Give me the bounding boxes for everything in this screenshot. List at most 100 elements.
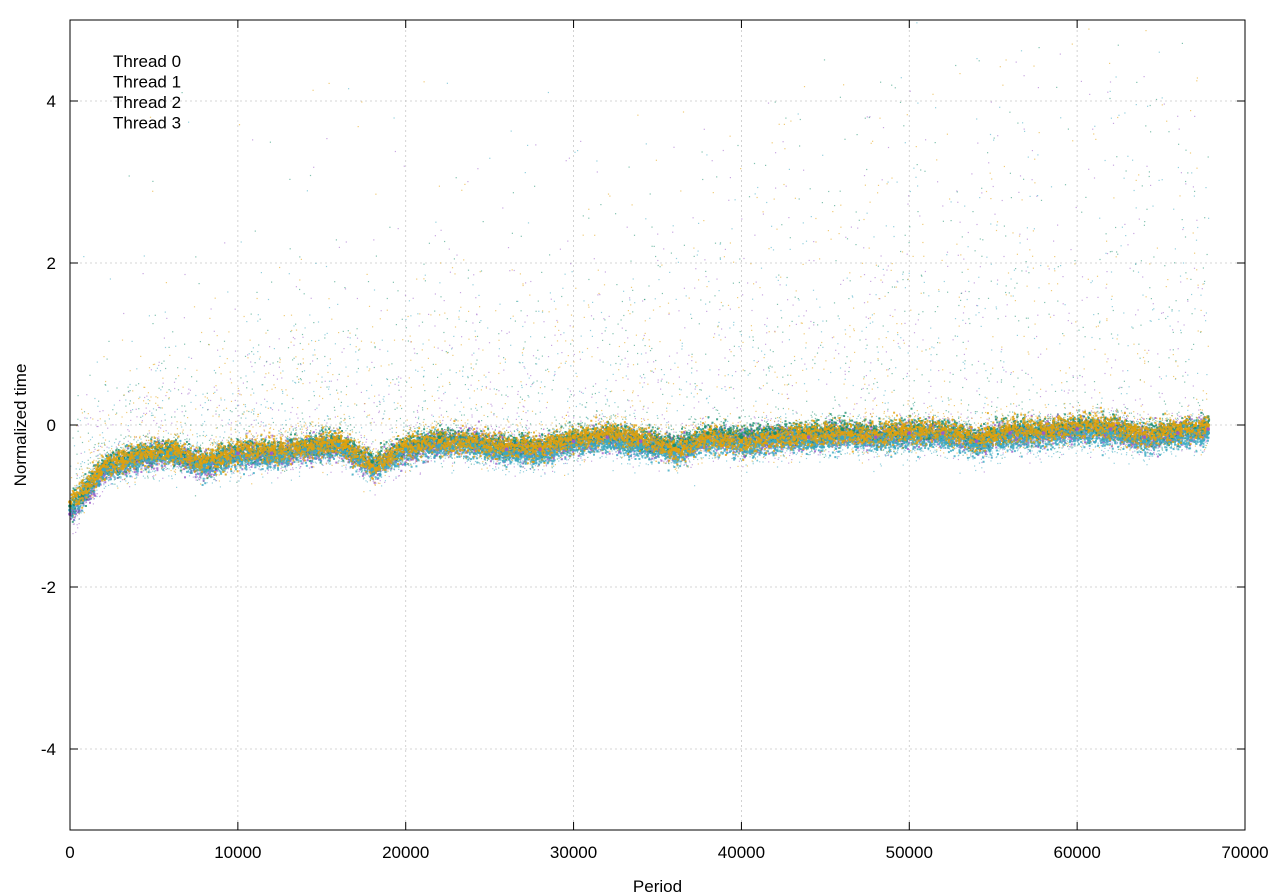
noise-point — [803, 315, 805, 317]
noise-point — [434, 447, 436, 449]
noise-point — [1180, 172, 1182, 174]
noise-point — [848, 366, 850, 368]
noise-point — [681, 422, 683, 425]
noise-point — [694, 388, 696, 390]
noise-point — [1093, 177, 1096, 179]
noise-point — [1002, 366, 1004, 368]
noise-point — [196, 449, 198, 451]
noise-point — [887, 265, 889, 267]
noise-point — [156, 422, 158, 424]
noise-point — [1072, 406, 1074, 408]
noise-point — [728, 426, 731, 428]
noise-point — [661, 378, 663, 380]
noise-point — [459, 292, 462, 294]
noise-point — [217, 349, 219, 351]
noise-point — [292, 336, 294, 339]
noise-point — [155, 467, 157, 469]
noise-point — [853, 408, 855, 410]
noise-point — [773, 443, 775, 445]
noise-point — [480, 433, 482, 435]
noise-point — [1194, 115, 1196, 117]
noise-point — [1124, 223, 1126, 225]
noise-point — [735, 371, 737, 373]
noise-point — [255, 402, 258, 404]
noise-point — [591, 396, 593, 398]
noise-point — [255, 432, 257, 434]
noise-point — [1119, 420, 1121, 422]
noise-point — [1180, 281, 1182, 283]
noise-point — [1090, 410, 1093, 412]
noise-point — [374, 494, 376, 496]
noise-point — [199, 476, 202, 479]
noise-point — [836, 446, 838, 448]
noise-point — [416, 422, 418, 424]
noise-point — [123, 312, 125, 315]
noise-point — [702, 417, 704, 419]
noise-point — [307, 458, 309, 460]
noise-point — [865, 316, 867, 318]
noise-point — [418, 405, 420, 407]
noise-point — [867, 317, 870, 320]
noise-point — [101, 491, 104, 493]
noise-point — [428, 426, 430, 428]
noise-point — [280, 472, 282, 474]
noise-point — [725, 423, 727, 425]
noise-point — [597, 449, 599, 451]
noise-point — [684, 327, 686, 329]
noise-point — [693, 427, 695, 429]
noise-point — [1132, 451, 1134, 453]
noise-point — [1023, 128, 1025, 130]
noise-point — [894, 309, 896, 311]
noise-point — [1201, 415, 1203, 417]
noise-point — [1011, 422, 1013, 424]
noise-point — [1186, 448, 1188, 450]
noise-point — [658, 470, 660, 472]
noise-point — [165, 430, 167, 432]
noise-point — [657, 379, 659, 381]
noise-point — [604, 395, 606, 397]
noise-point — [378, 410, 380, 412]
noise-point — [695, 426, 697, 428]
noise-point — [228, 424, 230, 426]
noise-point — [152, 476, 154, 478]
noise-point — [1072, 375, 1074, 377]
noise-point — [701, 382, 703, 384]
noise-point — [965, 378, 968, 381]
noise-point — [188, 392, 190, 394]
noise-point — [688, 354, 690, 356]
noise-point — [141, 420, 143, 422]
noise-point — [1173, 419, 1175, 421]
noise-point — [440, 453, 442, 455]
noise-point — [792, 453, 794, 455]
noise-point — [371, 361, 373, 363]
noise-point — [852, 421, 855, 423]
noise-point — [363, 444, 366, 446]
noise-point — [933, 418, 935, 420]
noise-point — [384, 451, 386, 453]
noise-point — [711, 160, 713, 162]
noise-point — [1001, 348, 1003, 351]
noise-point — [338, 456, 340, 459]
noise-point — [336, 379, 339, 381]
noise-point — [238, 470, 241, 472]
noise-point — [1075, 206, 1077, 209]
noise-point — [1105, 287, 1107, 289]
noise-point — [663, 460, 665, 462]
noise-point — [838, 353, 840, 355]
noise-point — [107, 478, 109, 480]
noise-point — [93, 495, 95, 497]
noise-point — [885, 351, 887, 353]
noise-point — [295, 286, 297, 288]
noise-point — [190, 357, 193, 359]
noise-point — [1034, 439, 1036, 441]
noise-point — [389, 428, 391, 430]
noise-point — [604, 271, 606, 273]
noise-point — [524, 437, 527, 440]
noise-point — [169, 445, 172, 448]
noise-point — [545, 465, 547, 467]
noise-point — [467, 181, 469, 183]
noise-point — [73, 523, 75, 525]
noise-point — [1178, 415, 1180, 418]
noise-point — [869, 293, 871, 295]
noise-point — [393, 468, 395, 470]
